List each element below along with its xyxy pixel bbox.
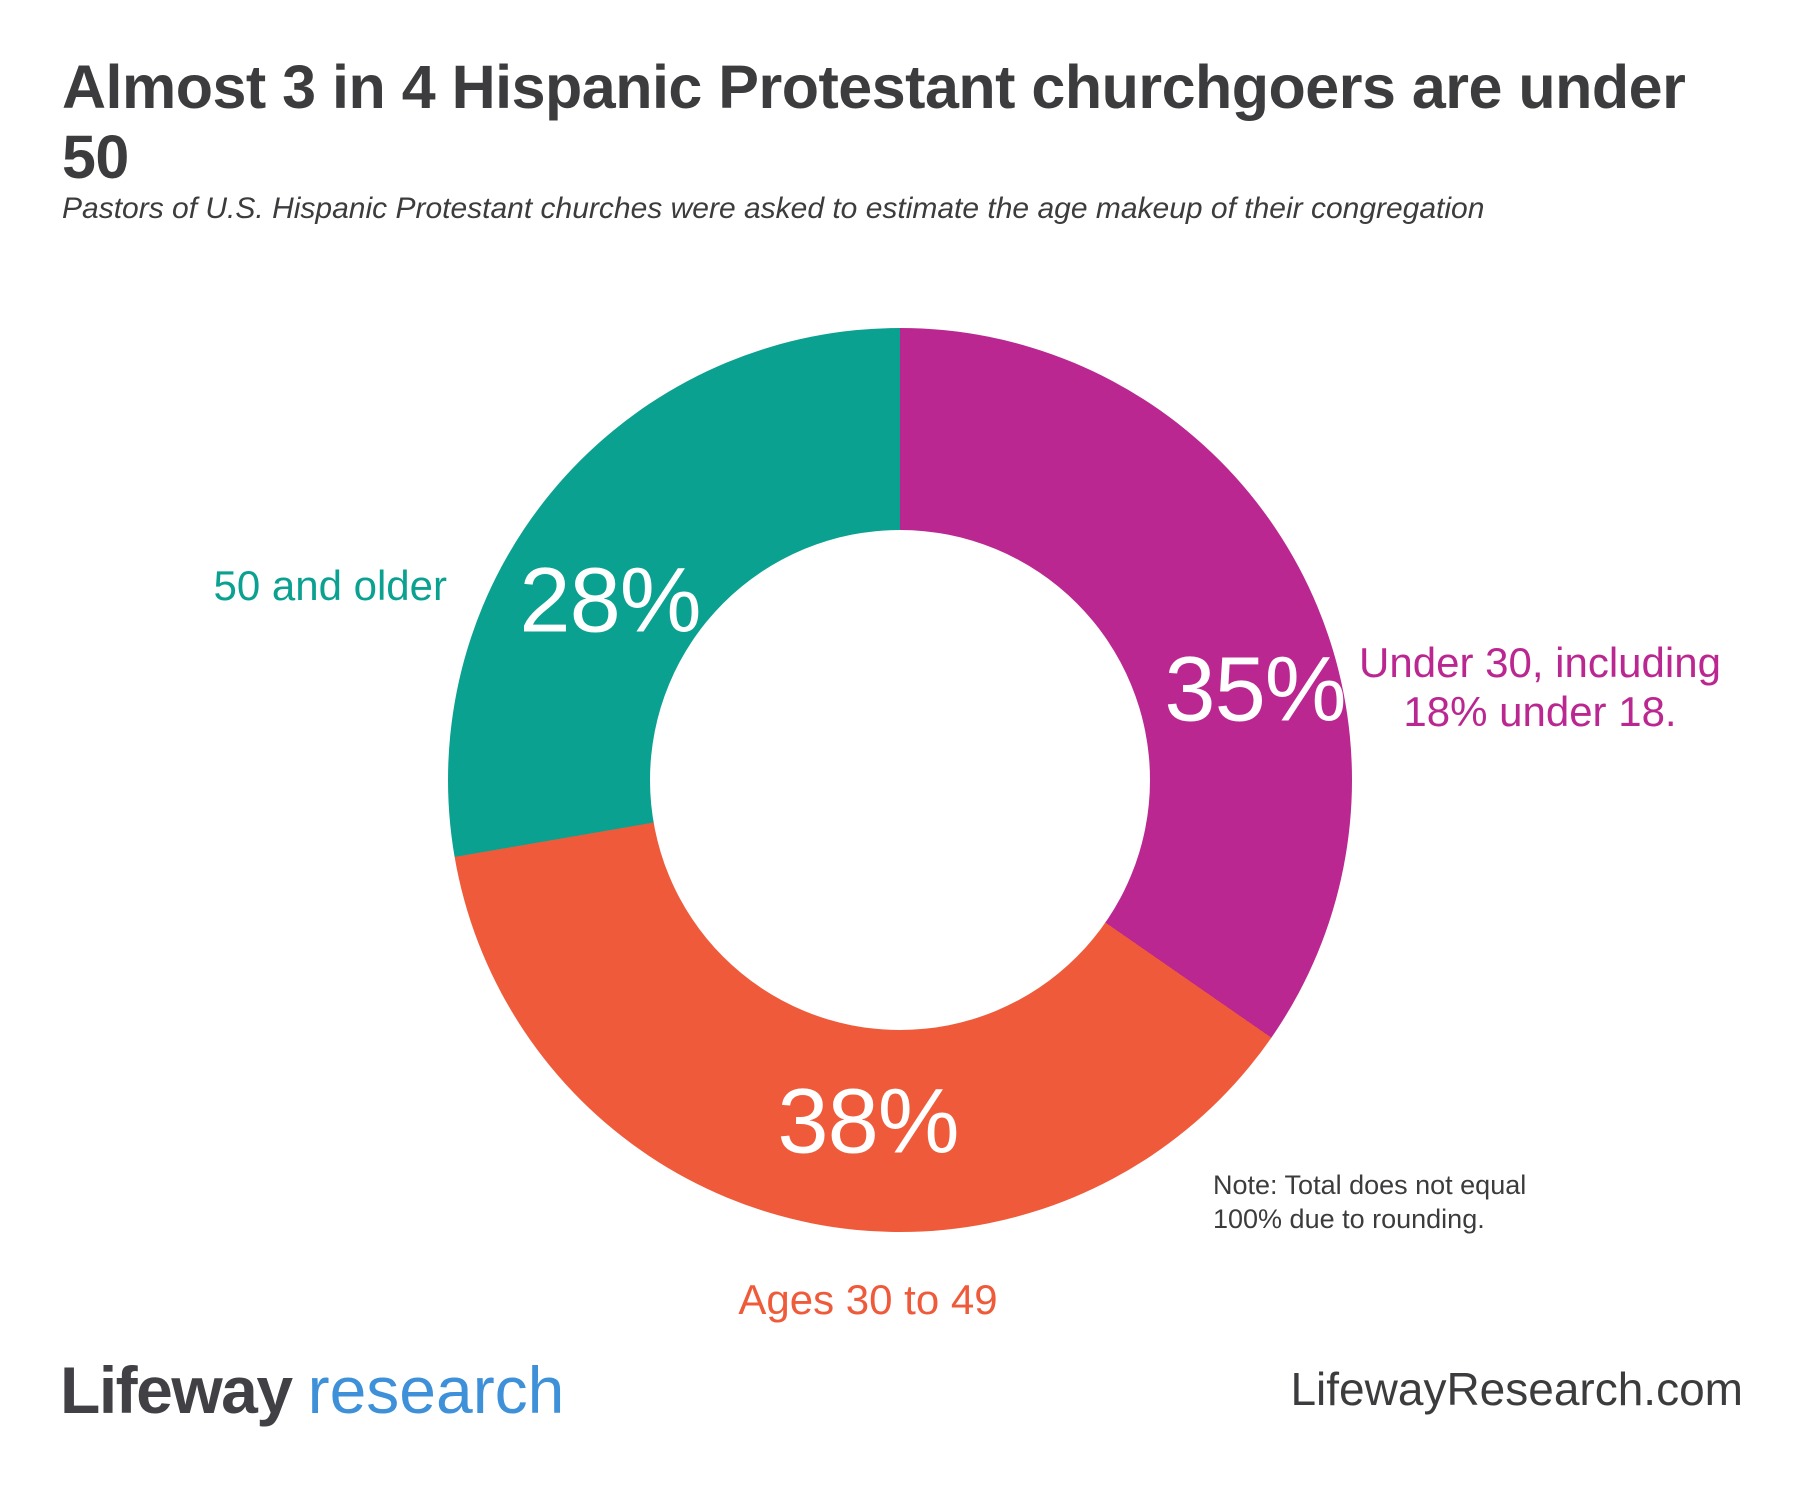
rounding-note: Note: Total does not equal 100% due to r… [1213, 1168, 1526, 1236]
rounding-note-line2: 100% due to rounding. [1213, 1204, 1485, 1234]
segment-label-fiftyplus: 50 and older [213, 562, 447, 609]
website-url: LifewayResearch.com [1290, 1363, 1743, 1415]
segment-label-under30-line2: 18% under 18. [1403, 688, 1677, 735]
segment-label-under30: Under 30, including 18% under 18. [1340, 638, 1740, 736]
logo-lifeway-text: Lifeway [60, 1353, 293, 1427]
rounding-note-line1: Note: Total does not equal [1213, 1170, 1527, 1200]
chart-subtitle: Pastors of U.S. Hispanic Protestant chur… [62, 192, 1485, 225]
segment-value-ages30to49: 38% [777, 1070, 959, 1173]
segment-label-under30-line1: Under 30, including [1359, 639, 1721, 686]
segment-label-ages30to49: Ages 30 to 49 [738, 1276, 998, 1323]
donut-hole [650, 530, 1150, 1030]
segment-value-fiftyplus: 28% [519, 549, 701, 652]
logo-research-text: research [307, 1353, 565, 1427]
segment-value-under30: 35% [1164, 638, 1346, 741]
lifeway-research-logo: Lifeway research [60, 1352, 564, 1428]
page-title: Almost 3 in 4 Hispanic Protestant church… [62, 53, 1686, 191]
